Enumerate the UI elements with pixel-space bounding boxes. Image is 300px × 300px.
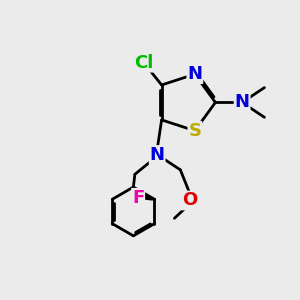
Text: F: F <box>132 189 144 207</box>
Text: N: N <box>150 146 165 164</box>
Text: N: N <box>188 65 202 83</box>
Text: S: S <box>188 122 201 140</box>
Text: O: O <box>182 191 197 209</box>
Text: Cl: Cl <box>134 54 154 72</box>
Text: N: N <box>235 93 250 111</box>
